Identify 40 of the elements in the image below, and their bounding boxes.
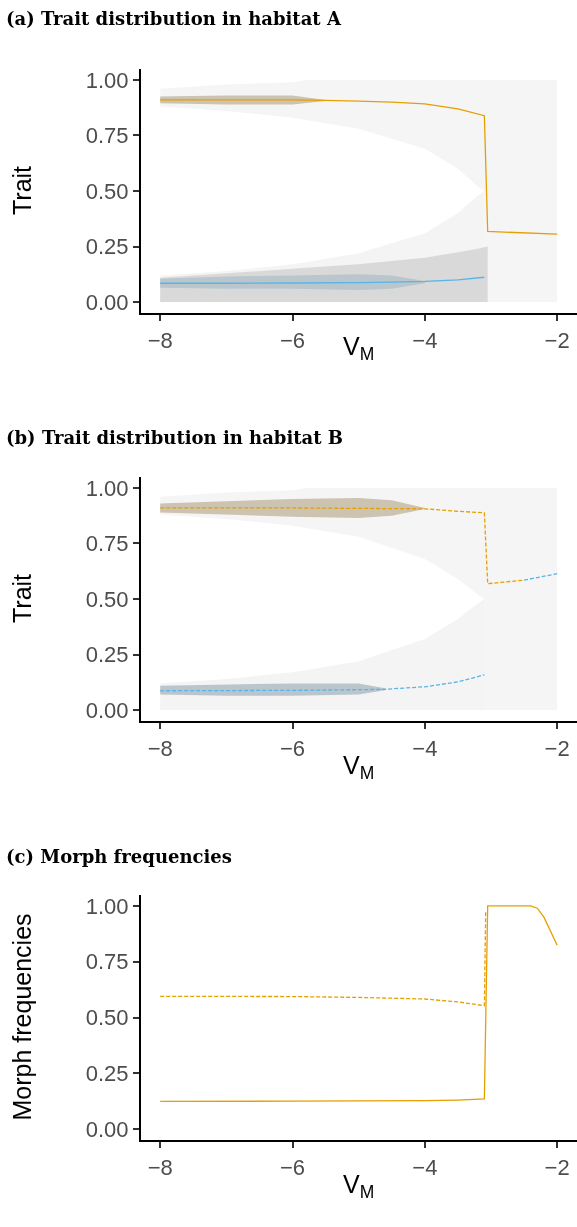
x-axis-title: V$_{M}$ <box>343 1170 375 1203</box>
chart-title: (c) Morph frequencies <box>6 846 232 867</box>
y-tick-label: 0.25 <box>85 234 129 260</box>
y-axis-title: Trait <box>7 573 36 624</box>
y-tick-label: 0.00 <box>85 289 129 315</box>
y-tick-label: 1.00 <box>85 475 129 501</box>
line-series <box>159 674 486 692</box>
x-axis-title: V$_{M}$ <box>343 332 375 365</box>
x-tick-label: −4 <box>412 1154 438 1180</box>
x-tick-label: −6 <box>279 327 306 353</box>
y-tick-label: 0.75 <box>85 531 129 557</box>
x-tick-label: −8 <box>147 1154 173 1180</box>
y-tick-label: 1.00 <box>85 893 129 919</box>
y-tick-label: 0.50 <box>85 1005 129 1031</box>
chart-title: (b) Trait distribution in habitat B <box>6 427 344 448</box>
x-tick-label: −6 <box>279 735 306 761</box>
x-tick-label: −2 <box>544 735 570 761</box>
y-tick-label: 0.25 <box>85 1060 129 1086</box>
x-axis-title: V$_{M}$ <box>343 751 375 784</box>
x-tick-label: −4 <box>412 327 438 353</box>
y-tick-label: 1.00 <box>85 67 129 93</box>
y-axis-title: Trait <box>7 165 36 216</box>
y-tick-label: 0.00 <box>85 697 129 723</box>
x-tick-label: −6 <box>279 1154 306 1180</box>
x-tick-label: −8 <box>147 735 173 761</box>
x-tick-label: −4 <box>412 735 438 761</box>
y-tick-label: 0.25 <box>85 642 129 668</box>
y-tick-label: 0.50 <box>85 586 129 612</box>
x-tick-label: −8 <box>147 327 173 353</box>
y-tick-label: 0.50 <box>85 178 129 204</box>
x-tick-label: −2 <box>544 1154 570 1180</box>
line-series <box>159 99 558 235</box>
x-tick-label: −2 <box>544 327 570 353</box>
y-axis-title: Morph frequencies <box>8 913 37 1121</box>
line-series <box>159 507 525 585</box>
y-tick-label: 0.75 <box>85 123 129 149</box>
chart-title: (a) Trait distribution in habitat A <box>6 8 342 29</box>
line-series <box>159 905 558 1103</box>
y-tick-label: 0.00 <box>85 1116 129 1142</box>
y-tick-label: 0.75 <box>85 949 129 975</box>
